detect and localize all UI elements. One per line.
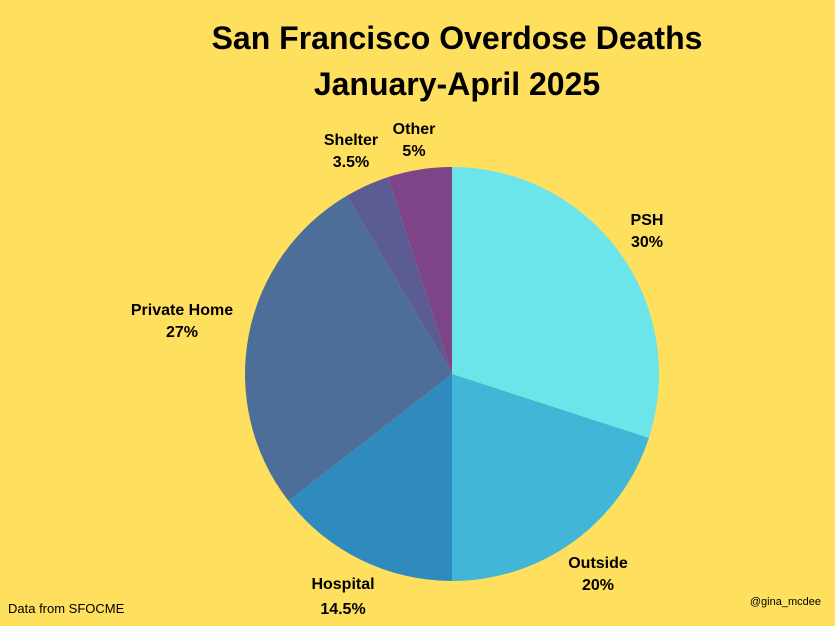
chart-title: San Francisco Overdose Deaths (211, 20, 703, 56)
slice-name: Shelter (323, 132, 379, 149)
pie-slice-psh (452, 167, 660, 438)
chart-subtitle: January-April 2025 (313, 66, 601, 102)
slice-label-other: Other 5% (393, 119, 436, 163)
pie-slice-outside (452, 374, 649, 581)
pie-slice-shelter (346, 177, 452, 374)
slice-value: 14.5% (320, 601, 366, 618)
author-credit: @gina_mcdee (749, 596, 821, 608)
pie-slice-hospital (288, 374, 452, 581)
pie-slice-private-home (245, 195, 452, 501)
slice-name: PSH (630, 212, 664, 229)
slice-label-private-home: Private Home 27% (131, 300, 233, 344)
slice-label-outside: Outside 20% (568, 553, 628, 597)
slice-name: Private Home (130, 302, 234, 319)
slice-label-psh: PSH 30% (631, 210, 664, 254)
slice-value: 20% (581, 577, 615, 594)
slice-name: Hospital (311, 576, 375, 593)
slice-name: Other (392, 121, 436, 138)
source-note: Data from SFOCME (8, 601, 125, 616)
slice-label-hospital: Hospital 14.5% (311, 572, 374, 622)
slice-value: 3.5% (332, 154, 370, 171)
slice-name: Outside (568, 555, 628, 572)
slice-value: 5% (402, 143, 426, 160)
pie-slice-other (388, 167, 452, 374)
slice-label-shelter: Shelter 3.5% (324, 130, 378, 174)
slice-value: 27% (165, 324, 199, 341)
slice-value: 30% (630, 234, 664, 251)
